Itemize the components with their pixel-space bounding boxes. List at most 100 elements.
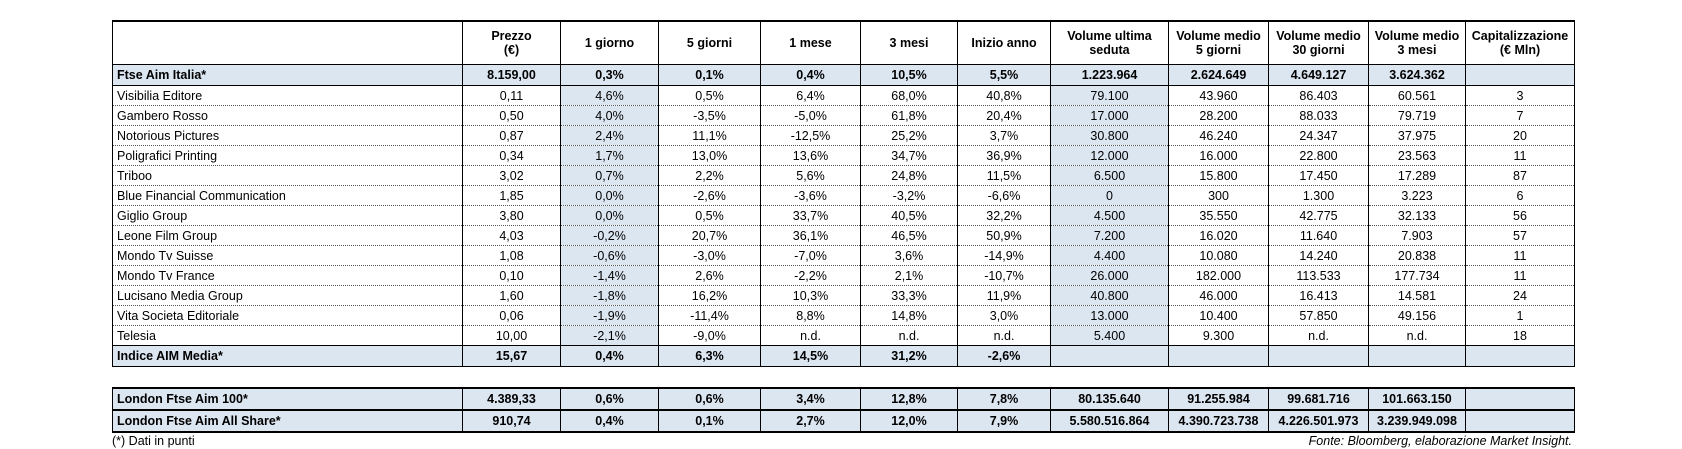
row-label: Triboo [112,165,463,186]
cell: 87 [1465,165,1575,186]
cell: 36,1% [760,225,861,246]
cell: 20,4% [957,105,1051,126]
cell: -1,4% [560,265,659,286]
cell: 14.581 [1368,285,1466,306]
cell: Volume medio 3 mesi [1368,20,1466,65]
cell: -3,2% [860,185,958,206]
cell: 2,2% [658,165,761,186]
row-label: Poligrafici Printing [112,145,463,166]
row-label: Leone Film Group [112,225,463,246]
cell: 57 [1465,225,1575,246]
cell: 11.640 [1268,225,1369,246]
cell: 24 [1465,285,1575,306]
cell [1268,345,1369,367]
cell: 68,0% [860,85,958,106]
cell: 10,00 [462,325,561,346]
cell: -14,9% [957,245,1051,266]
cell: 0,6% [658,387,761,411]
cell: 3.223 [1368,185,1466,206]
table-row: Lucisano Media Group 1,60 -1,8% 16,2% 10,3% 3… [112,285,1575,306]
table-row: Blue Financial Communication 1,85 0,0% -2,6… [112,185,1575,206]
cell: 16.020 [1168,225,1269,246]
row-label: London Ftse Aim 100* [112,387,463,411]
cell: 32.133 [1368,205,1466,226]
cell: 1.223.964 [1050,64,1169,86]
cell [1168,345,1269,367]
cell: 7 [1465,105,1575,126]
cell: 11 [1465,145,1575,166]
cell: 113.533 [1268,265,1369,286]
cell: -2,6% [658,185,761,206]
cell: 3,80 [462,205,561,226]
cell: -7,0% [760,245,861,266]
cell: 34,7% [860,145,958,166]
cell: 50,9% [957,225,1051,246]
cell: 56 [1465,205,1575,226]
cell: n.d. [760,325,861,346]
cell: 8.159,00 [462,64,561,86]
london-table: London Ftse Aim 100* 4.389,33 0,6% 0,6% 3,4%… [112,387,1575,433]
row-label: Lucisano Media Group [112,285,463,306]
row-label: Notorious Pictures [112,125,463,146]
cell: 3,7% [957,125,1051,146]
cell: 2,6% [658,265,761,286]
cell: 3.624.362 [1368,64,1466,86]
row-label: London Ftse Aim All Share* [112,409,463,433]
cell: 3,6% [860,245,958,266]
cell: 10,3% [760,285,861,306]
cell: 1 giorno [560,20,659,65]
cell: -3,6% [760,185,861,206]
cell: -2,6% [957,345,1051,367]
cell: 40,5% [860,205,958,226]
cell: 33,7% [760,205,861,226]
cell: -2,2% [760,265,861,286]
cell: Volume medio 5 giorni [1168,20,1269,65]
cell: 6 [1465,185,1575,206]
cell: 2,4% [560,125,659,146]
cell: 13,0% [658,145,761,166]
cell: 300 [1168,185,1269,206]
cell: 22.800 [1268,145,1369,166]
cell: 20,7% [658,225,761,246]
cell: 26.000 [1050,265,1169,286]
cell: -0,2% [560,225,659,246]
main-table: Prezzo (€) 1 giorno 5 giorni 1 mese 3 mesi In… [112,20,1575,367]
cell: 4.500 [1050,205,1169,226]
cell: 4,03 [462,225,561,246]
cell: 1 mese [760,20,861,65]
cell: 17.000 [1050,105,1169,126]
cell: 1,7% [560,145,659,166]
cell: 4,6% [560,85,659,106]
cell: 14,8% [860,305,958,326]
cell: n.d. [957,325,1051,346]
cell: 30.800 [1050,125,1169,146]
cell: 35.550 [1168,205,1269,226]
cell: 0,4% [560,345,659,367]
cell: 0,1% [658,64,761,86]
cell: 46.000 [1168,285,1269,306]
cell: 32,2% [957,205,1051,226]
table-row: London Ftse Aim All Share* 910,74 0,4% 0,1%… [112,409,1575,433]
cell: 79.719 [1368,105,1466,126]
cell: 0,0% [560,185,659,206]
cell: 12,8% [860,387,958,411]
cell: 80.135.640 [1050,387,1169,411]
cell: 0 [1050,185,1169,206]
cell: 3 [1465,85,1575,106]
source: Fonte: Bloomberg, elaborazione Market In… [1308,434,1572,448]
cell: n.d. [860,325,958,346]
cell: 7.200 [1050,225,1169,246]
cell: 14.240 [1268,245,1369,266]
cell: 0,87 [462,125,561,146]
cell: 0,34 [462,145,561,166]
cell: 7,8% [957,387,1051,411]
cell: 1,60 [462,285,561,306]
cell: 91.255.984 [1168,387,1269,411]
cell: Capitalizzazione (€ Mln) [1465,20,1575,65]
table-row: Mondo Tv Suisse 1,08 -0,6% -3,0% -7,0% 3,6% -1… [112,245,1575,266]
cell: Prezzo (€) [462,20,561,65]
cell: 15,67 [462,345,561,367]
cell: 2.624.649 [1168,64,1269,86]
cell: 7,9% [957,409,1051,433]
